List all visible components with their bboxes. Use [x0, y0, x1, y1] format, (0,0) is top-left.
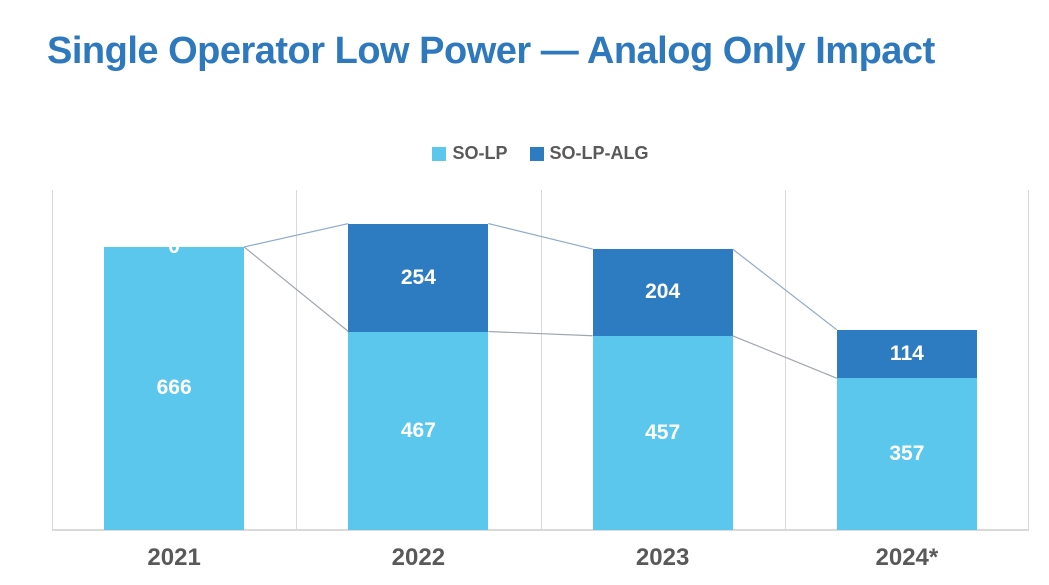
x-axis-label: 2021	[147, 544, 201, 571]
x-axis-label: 2023	[635, 544, 690, 571]
x-axis-label: 2022	[391, 544, 446, 571]
bar-value-label: 254	[400, 265, 436, 289]
gridline	[541, 190, 542, 530]
bar-segment-so-lp-2023	[592, 335, 733, 530]
bar-segment-so-lp-2021	[104, 246, 245, 530]
bar-value-label: 457	[645, 420, 681, 444]
legend-item-so-lp: SO-LP	[432, 143, 508, 164]
gridline	[52, 190, 53, 530]
bar-value-label: 114	[889, 342, 924, 366]
gridline	[296, 190, 297, 530]
legend: SO-LP SO-LP-ALG	[52, 143, 1029, 164]
bar-value-label: 204	[645, 280, 681, 304]
gridline	[1028, 190, 1029, 530]
bar-value-label: 357	[889, 442, 925, 466]
legend-swatch-so-lp	[432, 146, 447, 161]
x-axis-line	[52, 529, 1029, 531]
x-axis-label: 2024*	[875, 544, 939, 571]
bar-value-label: 467	[400, 418, 436, 442]
bar-value-label: 0	[168, 234, 180, 258]
bar-segment-so-lp-2024*	[836, 378, 977, 530]
bar-segment-so-lp-alg-2022	[348, 223, 489, 332]
legend-item-so-lp-alg: SO-LP-ALG	[529, 143, 649, 164]
bar-segment-so-lp-alg-2023	[592, 249, 733, 336]
chart-title: Single Operator Low Power — Analog Only …	[47, 30, 935, 72]
bar-value-label: 666	[156, 376, 192, 400]
x-axis-labels: 2021 2022 2023 2024*	[52, 544, 1029, 572]
plot-area: 666 0 467 254 457 204 357 114	[52, 190, 1029, 531]
bar-segment-so-lp-alg-2024*	[836, 329, 977, 379]
legend-label-so-lp: SO-LP	[452, 143, 508, 163]
legend-label-so-lp-alg: SO-LP-ALG	[549, 143, 649, 163]
legend-swatch-so-lp-alg	[529, 146, 544, 161]
bar-segment-so-lp-2022	[348, 331, 489, 530]
gridline	[785, 190, 786, 530]
